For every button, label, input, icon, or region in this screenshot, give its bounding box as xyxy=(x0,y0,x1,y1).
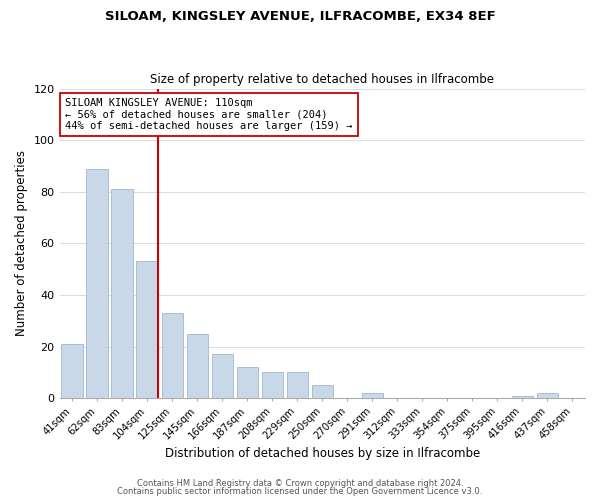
Bar xyxy=(212,354,233,398)
Bar xyxy=(136,262,158,398)
X-axis label: Distribution of detached houses by size in Ilfracombe: Distribution of detached houses by size … xyxy=(164,447,480,460)
Text: Contains public sector information licensed under the Open Government Licence v3: Contains public sector information licen… xyxy=(118,487,482,496)
Bar xyxy=(311,386,333,398)
Bar xyxy=(537,393,558,398)
Y-axis label: Number of detached properties: Number of detached properties xyxy=(15,150,28,336)
Bar xyxy=(86,168,108,398)
Bar xyxy=(187,334,208,398)
Bar xyxy=(262,372,283,398)
Text: Contains HM Land Registry data © Crown copyright and database right 2024.: Contains HM Land Registry data © Crown c… xyxy=(137,478,463,488)
Title: Size of property relative to detached houses in Ilfracombe: Size of property relative to detached ho… xyxy=(150,73,494,86)
Bar xyxy=(362,393,383,398)
Bar xyxy=(161,313,183,398)
Text: SILOAM KINGSLEY AVENUE: 110sqm
← 56% of detached houses are smaller (204)
44% of: SILOAM KINGSLEY AVENUE: 110sqm ← 56% of … xyxy=(65,98,352,131)
Bar xyxy=(236,367,258,398)
Bar xyxy=(112,189,133,398)
Bar xyxy=(61,344,83,398)
Bar xyxy=(287,372,308,398)
Bar xyxy=(512,396,533,398)
Text: SILOAM, KINGSLEY AVENUE, ILFRACOMBE, EX34 8EF: SILOAM, KINGSLEY AVENUE, ILFRACOMBE, EX3… xyxy=(104,10,496,23)
